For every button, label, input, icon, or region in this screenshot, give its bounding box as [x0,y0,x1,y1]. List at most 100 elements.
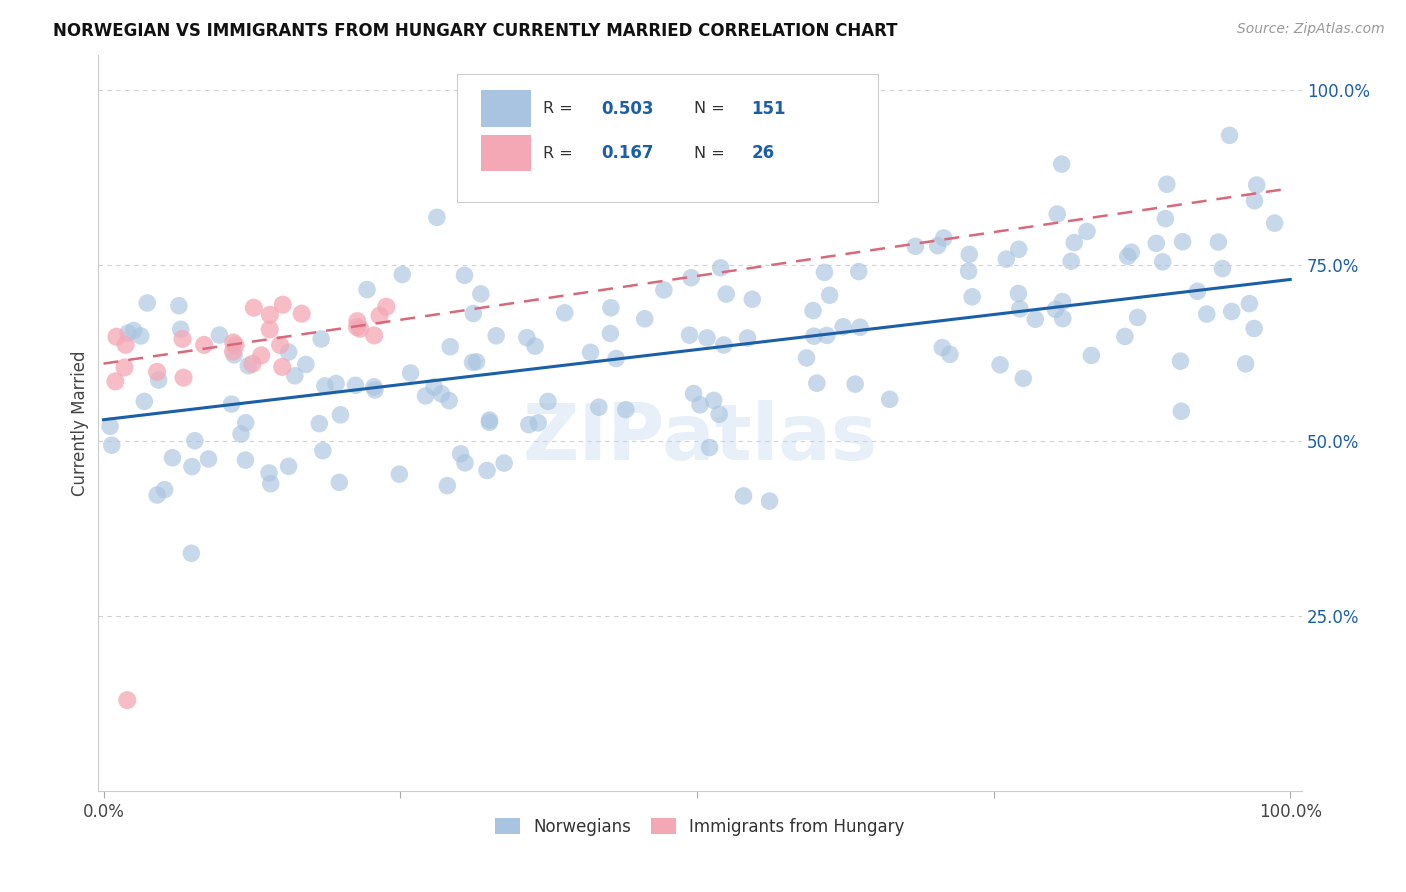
Point [277,345,299,359]
Point [235,416,257,430]
Point [180,546,202,560]
Point [527,416,550,430]
Point [363,380,385,394]
Point [939,347,962,361]
Point [430,387,453,401]
Point [796,351,818,365]
Point [689,398,711,412]
Point [682,386,704,401]
Point [988,358,1011,372]
Point [423,380,446,394]
Point [146,488,169,502]
Point [599,301,621,315]
Point [475,463,498,477]
Legend: Norwegians, Immigrants from Hungary: Norwegians, Immigrants from Hungary [495,818,905,836]
Text: R =: R = [543,145,578,161]
Point [1008,242,1031,256]
Point [465,355,488,369]
Point [699,441,721,455]
Point [815,328,838,343]
Point [517,417,540,432]
Point [148,373,170,387]
Point [1008,301,1031,316]
Point [100,438,122,452]
Point [114,338,136,352]
Point [122,323,145,337]
Point [524,339,547,353]
Point [741,293,763,307]
Point [271,359,294,374]
Point [364,383,387,397]
Point [167,299,190,313]
Point [257,466,280,480]
Point [470,286,492,301]
Point [478,415,501,429]
Point [588,400,610,414]
Point [436,478,458,492]
Point [269,338,291,352]
FancyBboxPatch shape [481,90,531,128]
Point [516,331,538,345]
Text: NORWEGIAN VS IMMIGRANTS FROM HUNGARY CURRENTLY MARRIED CORRELATION CHART: NORWEGIAN VS IMMIGRANTS FROM HUNGARY CUR… [53,22,898,40]
Point [391,268,413,282]
Point [494,456,516,470]
Point [932,231,955,245]
Point [478,413,501,427]
Point [1076,224,1098,238]
Point [1050,157,1073,171]
Point [181,459,204,474]
Point [1126,310,1149,325]
Point [537,394,560,409]
Point [221,397,243,411]
Text: 26: 26 [752,144,775,162]
Point [346,314,368,328]
Text: 0.503: 0.503 [600,100,654,118]
Point [703,393,725,408]
Y-axis label: Currently Married: Currently Married [72,351,89,496]
Point [415,389,437,403]
Point [346,320,368,334]
Point [222,344,245,359]
Point [238,359,260,373]
Point [931,341,953,355]
Point [848,264,870,278]
Point [399,366,422,380]
Point [716,287,738,301]
Point [1243,194,1265,208]
Point [485,328,508,343]
Point [1114,329,1136,343]
Point [193,338,215,352]
Point [844,377,866,392]
Point [162,450,184,465]
Point [104,375,127,389]
Point [1152,255,1174,269]
Point [375,300,398,314]
Point [1007,286,1029,301]
Point [454,456,477,470]
Point [134,394,156,409]
Point [243,301,266,315]
Point [713,338,735,352]
Point [1116,249,1139,263]
Point [250,348,273,362]
FancyBboxPatch shape [481,135,531,171]
Point [271,298,294,312]
Point [904,239,927,253]
Point [172,332,194,346]
Point [927,238,949,252]
Point [1046,207,1069,221]
Point [1052,294,1074,309]
Point [329,408,352,422]
Point [1063,235,1085,250]
Point [225,338,247,352]
Point [995,252,1018,266]
Point [146,365,169,379]
Point [605,351,627,366]
Point [599,326,621,341]
Point [277,459,299,474]
Point [117,326,139,340]
Point [98,419,121,434]
Point [1195,307,1218,321]
Point [1264,216,1286,230]
Text: N =: N = [693,145,730,161]
